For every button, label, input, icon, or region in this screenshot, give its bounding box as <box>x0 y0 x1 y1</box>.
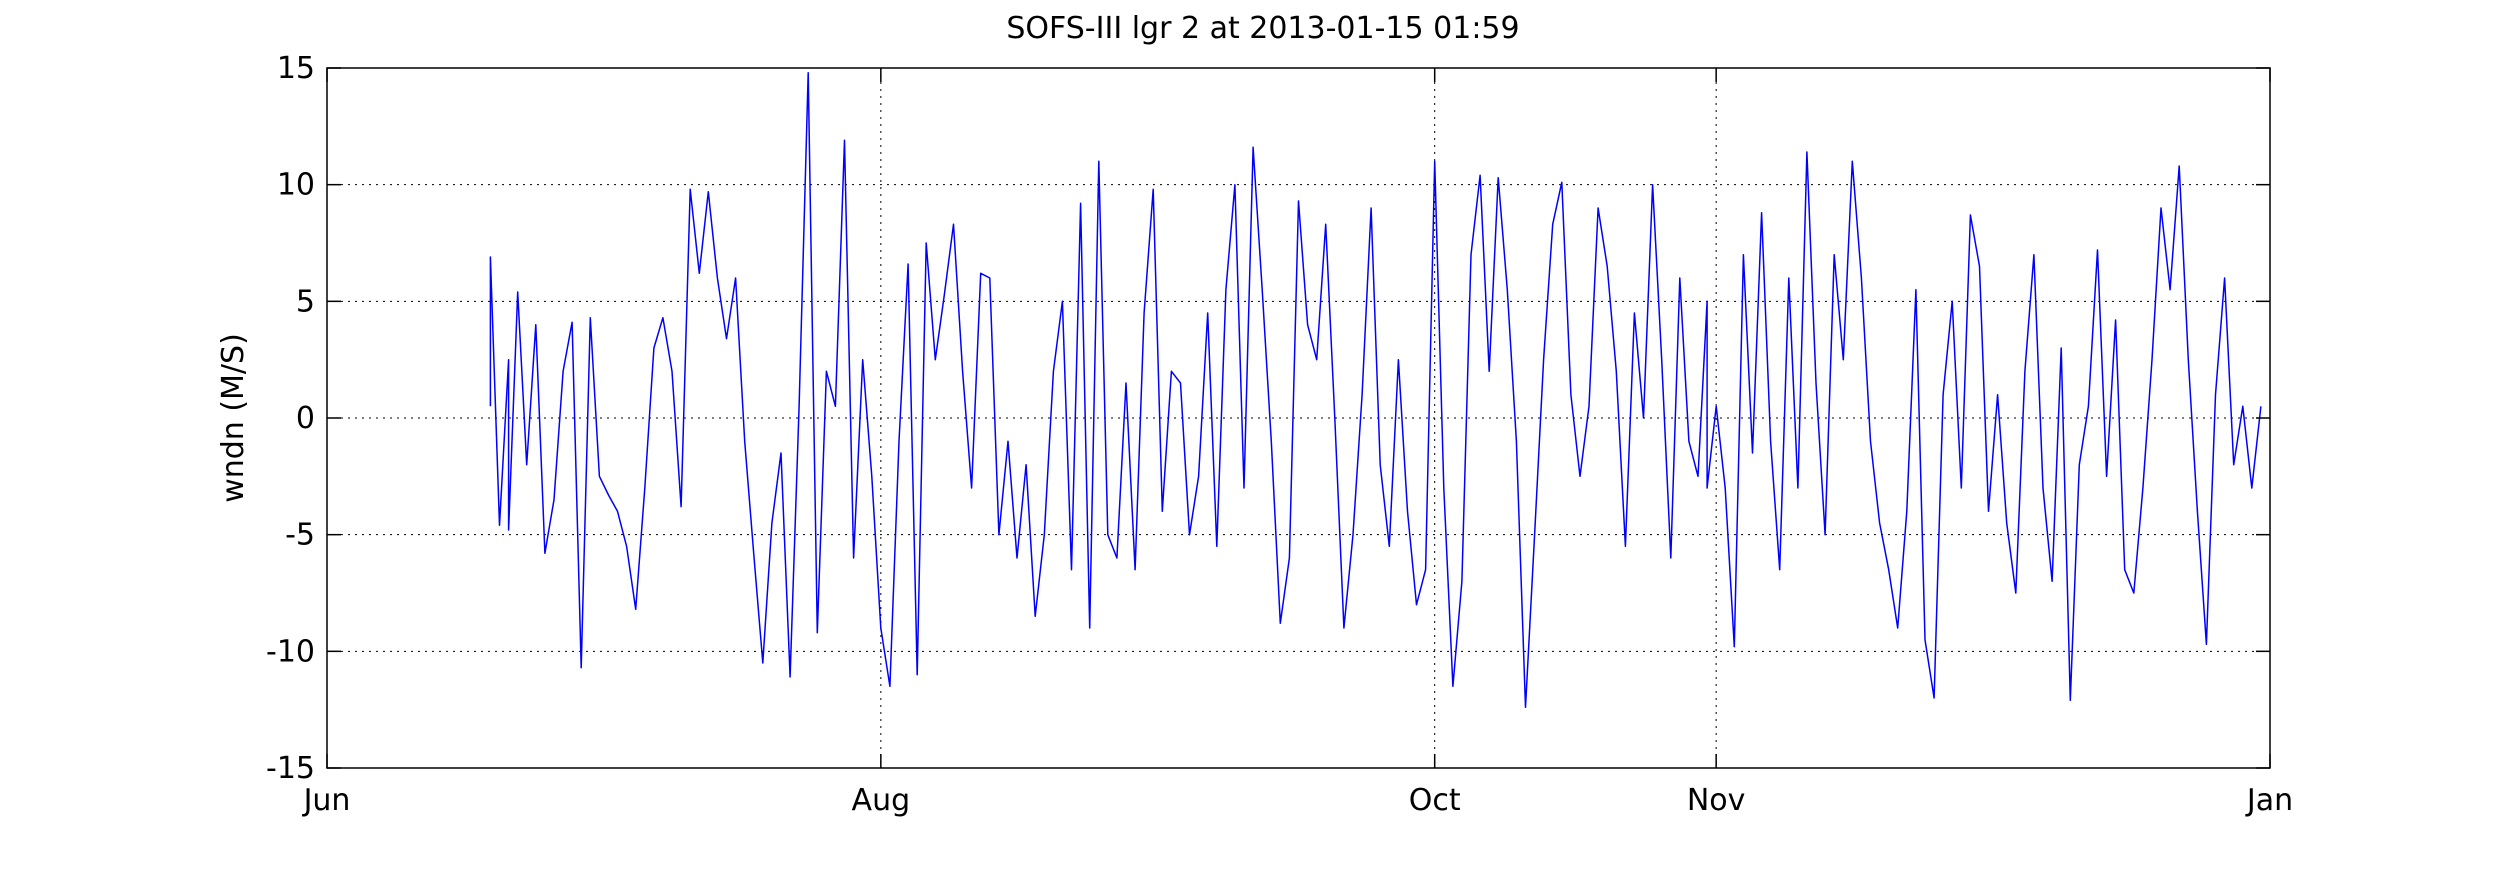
series-layer <box>489 71 2262 709</box>
y-tick-label: -15 <box>266 751 315 786</box>
x-tick-label: Jan <box>2245 783 2293 818</box>
x-tick-label: Jun <box>302 783 351 818</box>
y-axis-label: wndn (M/S) <box>216 333 251 503</box>
y-tick-label: 10 <box>277 168 315 203</box>
series-line <box>489 71 2262 709</box>
y-tick-label: 15 <box>277 51 315 86</box>
y-tick-label: 5 <box>296 284 315 319</box>
x-tick-label: Oct <box>1409 783 1461 818</box>
y-tick-labels: -15 -10 -5 0 5 10 15 <box>266 51 315 786</box>
x-tick-labels: Jun Aug Oct Nov Jan <box>302 783 2294 818</box>
axis-ticks <box>326 67 2271 769</box>
grid-lines <box>327 68 2270 768</box>
y-tick-label: -5 <box>285 518 315 553</box>
y-tick-label: -10 <box>266 634 315 669</box>
x-tick-label: Aug <box>852 783 911 818</box>
x-tick-label: Nov <box>1687 783 1746 818</box>
y-tick-label: 0 <box>296 401 315 436</box>
chart-title: SOFS-III lgr 2 at 2013-01-15 01:59 <box>1006 11 1519 46</box>
